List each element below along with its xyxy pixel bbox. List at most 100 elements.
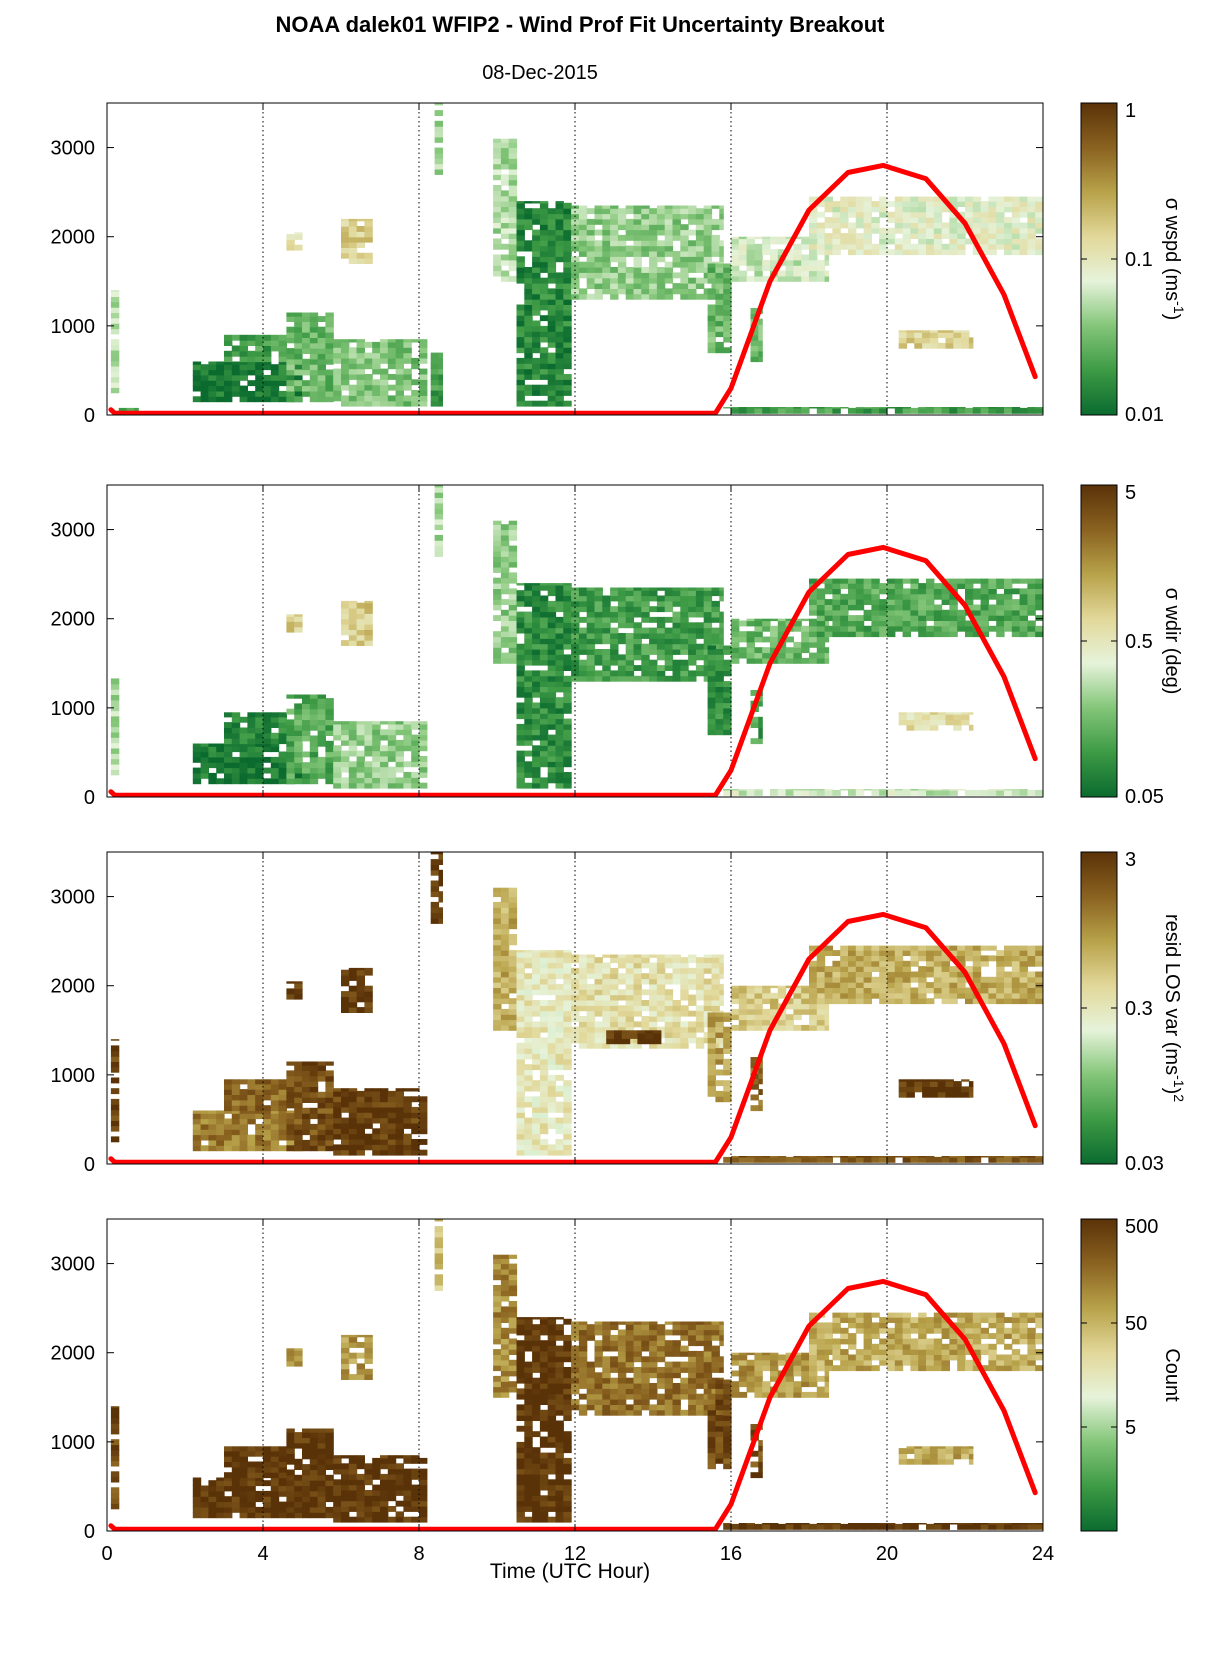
heatmap-cell: [302, 1123, 311, 1130]
heatmap-cell: [586, 1010, 596, 1017]
heatmap-cell: [731, 407, 740, 414]
heatmap-cell: [247, 732, 256, 739]
heatmap-cell: [711, 234, 720, 241]
heatmap-region: [898, 712, 974, 731]
heatmap-cell: [547, 1144, 557, 1151]
heatmap-cell: [309, 1134, 319, 1141]
heatmap-cell: [1004, 593, 1013, 600]
heatmap-cell: [688, 205, 697, 209]
heatmap-cell: [809, 789, 818, 791]
heatmap-cell: [547, 395, 557, 402]
heatmap-cell: [372, 341, 381, 348]
heatmap-cell: [516, 1090, 525, 1097]
heatmap-cell: [294, 358, 303, 365]
heatmap-cell: [672, 978, 681, 985]
heatmap-cell: [738, 636, 748, 643]
heatmap-cell: [348, 339, 358, 343]
heatmap-cell: [941, 982, 950, 988]
heatmap-cell: [703, 224, 713, 231]
heatmap-cell: [1011, 615, 1021, 621]
heatmap-cell: [208, 1118, 217, 1125]
heatmap-cell: [719, 1042, 724, 1049]
heatmap-cell: [380, 339, 389, 343]
heatmap-cell: [656, 616, 666, 623]
heatmap-cell: [539, 374, 549, 380]
heatmap-cell: [224, 756, 233, 763]
heatmap-cell: [1019, 950, 1028, 956]
heatmap-cell: [341, 602, 350, 609]
heatmap-cell: [738, 238, 748, 245]
heatmap-cell: [1019, 998, 1028, 1005]
heatmap-cell: [809, 599, 818, 605]
heatmap-cell: [493, 206, 502, 213]
heatmap-cell: [703, 622, 713, 629]
heatmap-cell: [192, 1113, 202, 1120]
heatmap-cell: [633, 240, 642, 247]
heatmap-cell: [746, 243, 755, 250]
heatmap-cell: [816, 270, 826, 277]
heatmap-cell: [555, 395, 564, 402]
heatmap-cell: [563, 1117, 572, 1124]
heatmap-cell: [403, 374, 412, 380]
heatmap-cell: [672, 213, 681, 220]
heatmap-cell: [555, 1037, 564, 1044]
heatmap-cell: [672, 957, 681, 964]
heatmap-cell: [922, 724, 931, 731]
heatmap-cell: [617, 595, 627, 602]
heatmap-cell: [996, 233, 1005, 239]
heatmap-cell: [871, 407, 880, 409]
heatmap-cell: [816, 955, 826, 962]
heatmap-cell: [719, 962, 724, 969]
heatmap-cell: [707, 723, 716, 730]
heatmap-cell: [539, 224, 549, 231]
heatmap-cell: [809, 992, 818, 999]
heatmap-cell: [746, 631, 755, 638]
heatmap-cell: [625, 957, 635, 964]
heatmap-cell: [302, 385, 311, 392]
heatmap-cell: [555, 1139, 564, 1145]
heatmap-cell: [754, 631, 763, 638]
heatmap-cell: [649, 1021, 658, 1028]
heatmap-cell: [516, 595, 525, 602]
heatmap-cell: [341, 729, 350, 736]
heatmap-cell: [294, 1081, 303, 1087]
heatmap-cell: [508, 147, 518, 154]
heatmap-cell: [894, 588, 904, 595]
heatmap-cell: [824, 588, 833, 595]
heatmap-cell: [941, 789, 950, 796]
heatmap-cell: [641, 1026, 650, 1033]
heatmap-cell: [563, 707, 572, 714]
heatmap-cell: [594, 1037, 603, 1044]
heatmap-cell: [723, 1080, 732, 1087]
heatmap-cell: [1027, 609, 1036, 616]
heatmap-cell: [894, 583, 904, 589]
heatmap-cell: [871, 960, 880, 967]
heatmap-cell: [524, 1139, 533, 1145]
heatmap-cell: [333, 1128, 342, 1135]
heatmap-cell: [380, 379, 389, 386]
heatmap-cell: [711, 967, 720, 974]
heatmap-cell: [793, 789, 802, 796]
heatmap-cell: [649, 1010, 658, 1017]
heatmap-cell: [840, 987, 849, 994]
heatmap-cell: [785, 998, 794, 1005]
heatmap-cell: [894, 960, 904, 967]
heatmap-cell: [731, 620, 740, 627]
heatmap-cell: [785, 259, 794, 266]
heatmap-cell: [224, 1110, 233, 1114]
heatmap-cell: [532, 1133, 541, 1140]
heatmap-cell: [715, 309, 724, 316]
heatmap-cell: [832, 609, 841, 616]
heatmap-cell: [438, 891, 443, 898]
heatmap-cell: [563, 697, 572, 704]
heatmap-cell: [1004, 789, 1013, 796]
heatmap-cell: [988, 407, 997, 414]
heatmap-cell: [516, 616, 525, 623]
heatmap-cell: [602, 251, 611, 257]
heatmap-cell: [933, 196, 943, 202]
heatmap-cell: [731, 789, 740, 791]
heatmap-cell: [516, 1101, 525, 1108]
heatmap-cell: [894, 599, 904, 605]
heatmap-cell: [356, 618, 365, 625]
heatmap-cell: [1027, 217, 1036, 223]
